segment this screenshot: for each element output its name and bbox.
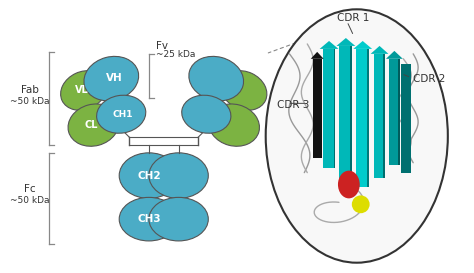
FancyBboxPatch shape [374,54,385,177]
FancyBboxPatch shape [401,64,411,173]
Ellipse shape [149,153,208,198]
Text: CH1: CH1 [113,110,133,119]
FancyBboxPatch shape [339,46,352,183]
Ellipse shape [61,71,107,110]
Ellipse shape [119,153,179,198]
Polygon shape [337,38,356,46]
FancyBboxPatch shape [367,49,369,188]
FancyBboxPatch shape [334,49,336,168]
Polygon shape [386,51,403,59]
Text: CH2: CH2 [137,171,161,181]
Ellipse shape [97,95,146,133]
FancyBboxPatch shape [356,49,369,188]
FancyBboxPatch shape [389,59,400,165]
Text: CL: CL [85,120,98,130]
Text: Fab: Fab [21,85,39,96]
FancyBboxPatch shape [398,59,400,165]
Text: CH3: CH3 [137,214,161,224]
Text: CDR 1: CDR 1 [337,13,369,23]
Ellipse shape [149,197,208,241]
Text: ~50 kDa: ~50 kDa [10,97,50,106]
FancyBboxPatch shape [323,49,336,168]
Text: CDR 3: CDR 3 [277,100,309,110]
Ellipse shape [209,104,259,146]
Ellipse shape [338,171,360,198]
FancyBboxPatch shape [313,59,322,158]
Ellipse shape [182,95,231,133]
Polygon shape [319,41,338,49]
Ellipse shape [266,9,448,263]
Text: VL: VL [75,85,89,96]
FancyBboxPatch shape [350,46,352,183]
Ellipse shape [68,104,119,146]
Text: Fc: Fc [24,185,36,194]
Ellipse shape [221,71,267,110]
FancyBboxPatch shape [383,54,385,177]
Text: ~50 kDa: ~50 kDa [10,196,50,205]
Text: ~25 kDa: ~25 kDa [156,50,195,59]
Polygon shape [353,41,372,49]
Polygon shape [311,52,324,59]
Text: VH: VH [106,73,123,83]
Text: Fv: Fv [156,41,168,51]
Text: CDR 2: CDR 2 [413,74,446,84]
Ellipse shape [84,56,139,101]
Polygon shape [371,46,389,54]
Ellipse shape [352,195,370,213]
Ellipse shape [189,56,244,101]
Ellipse shape [119,197,179,241]
